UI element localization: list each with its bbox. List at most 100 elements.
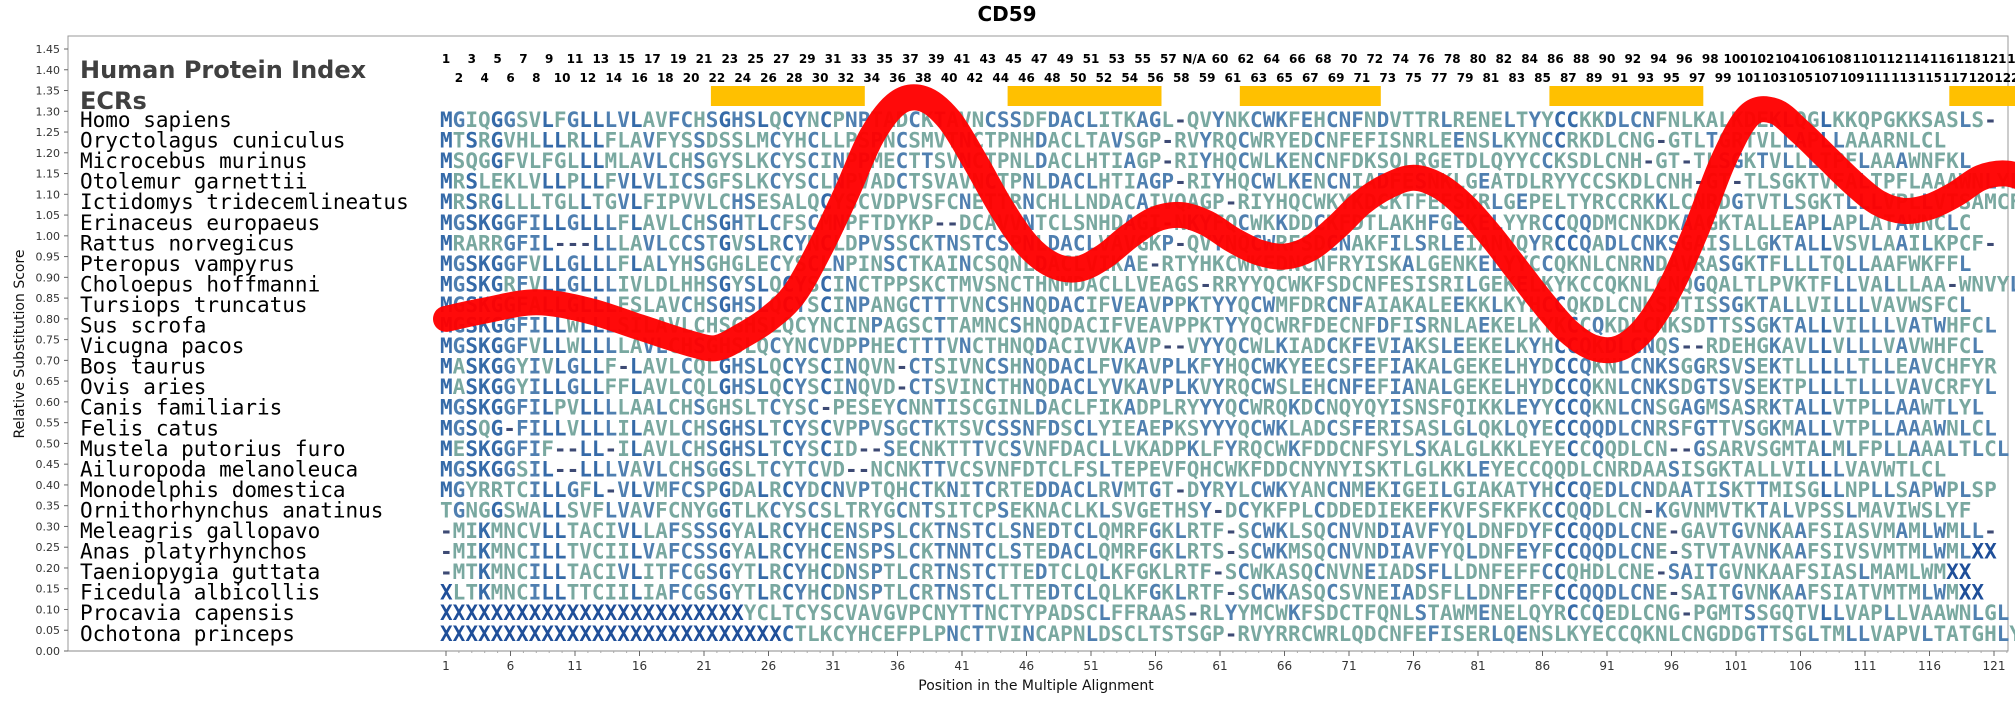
index-label-odd: 106 [1801,52,1826,66]
index-label-odd: 15 [618,52,635,66]
x-tick-label: 31 [825,659,840,673]
index-label-even: 12 [580,71,597,85]
index-label-odd: 43 [979,52,996,66]
ecr-bar [1949,86,2015,106]
index-label-odd: 25 [747,52,764,66]
sequence-row: TGNGGSWALLSVFLVAVFCNYGGTLKCYSCSLTRYGCNTS… [440,498,1971,522]
x-tick-label: 1 [442,659,450,673]
index-label-odd: 92 [1624,52,1641,66]
y-tick-label: 0.35 [36,500,61,513]
index-label-odd: 23 [721,52,738,66]
index-label-even: 122 [1994,71,2015,85]
index-label-odd: 27 [773,52,790,66]
index-label-even: 71 [1354,71,1371,85]
index-label-odd: 116 [1930,52,1955,66]
species-name: Microcebus murinus [80,149,308,173]
index-label-odd: 121 [1981,52,2006,66]
y-tick-label: 0.05 [36,624,61,637]
index-label-even: 65 [1276,71,1293,85]
x-tick-label: 16 [632,659,647,673]
y-tick-label: 1.25 [36,126,61,139]
index-label-odd: 94 [1650,52,1667,66]
ecr-bar [710,86,865,106]
index-label-odd: 96 [1676,52,1693,66]
x-tick-label: 121 [1983,659,2006,673]
index-label-even: 10 [554,71,571,85]
y-tick-label: 0.20 [36,562,61,575]
index-label-odd: 70 [1341,52,1358,66]
index-label-odd: 80 [1470,52,1487,66]
index-label-even: 73 [1379,71,1396,85]
index-label-odd: 74 [1392,52,1409,66]
index-label-even: 20 [683,71,700,85]
index-label-even: 87 [1560,71,1577,85]
index-label-odd: 3 [468,52,476,66]
index-label-odd: 33 [850,52,867,66]
index-label-odd: 1 [442,52,450,66]
x-tick-label: 81 [1470,659,1485,673]
y-tick-label: 1.15 [36,168,61,181]
y-tick-label: 0.30 [36,520,61,533]
x-tick-label: 71 [1341,659,1356,673]
x-tick-label: 61 [1212,659,1227,673]
species-name: Vicugna pacos [80,334,244,358]
sequence-row: -MIKMNCILLTVCIILVAFCSSGYALRCYHCENSPSLCKT… [440,540,1997,564]
position-index-row-2: 2 4 6 8 10 12 14 16 18 20 22 24 26 28 30 32 34 36 38 40 42 44… [455,71,2015,85]
sequence-row: -MIKMNCVLLTACIVLLAFSSSGYALRCYHCENSPSLCKT… [440,519,1997,543]
index-label-even: 120 [1969,71,1994,85]
y-tick-label: 1.00 [36,230,61,243]
index-label-even: 6 [506,71,514,85]
y-tick-label: 0.80 [36,313,61,326]
index-label-odd: 11 [567,52,584,66]
x-tick-label: 36 [890,659,905,673]
index-label-odd: 17 [644,52,661,66]
x-tick-label: 86 [1535,659,1550,673]
index-label-odd: N/A [1182,52,1206,66]
index-label-even: 40 [941,71,958,85]
index-label-odd: 123 [2007,52,2015,66]
sequence-row: MGYRRTCILLGFL-VLVMFCSPGDALRCYDCNVPTQHCTK… [440,478,1997,502]
index-label-odd: 108 [1827,52,1852,66]
species-name: Mustela putorius furo [80,437,346,461]
sequence-row: MGSKGGFILPVLLLLAALCHSGHSLTCYSC-PESEYCNNT… [440,396,1984,420]
x-axis-label: Position in the Multiple Alignment [918,678,1154,694]
y-tick-label: 0.60 [36,396,61,409]
ecr-bar [1007,86,1162,106]
index-label-even: 50 [1070,71,1087,85]
index-label-odd: 60 [1212,52,1229,66]
species-name: Ovis aries [80,375,206,399]
y-tick-label: 1.35 [36,85,61,98]
index-label-odd: 31 [825,52,842,66]
index-label-odd: 7 [519,52,527,66]
index-label-odd: 41 [954,52,971,66]
index-label-even: 61 [1225,71,1242,85]
index-label-even: 85 [1534,71,1551,85]
index-label-odd: 88 [1573,52,1590,66]
index-label-even: 97 [1689,71,1706,85]
index-label-even: 63 [1250,71,1267,85]
x-tick-label: 56 [1148,659,1163,673]
index-label-odd: 13 [592,52,609,66]
x-tick-label: 26 [761,659,776,673]
index-label-odd: 55 [1134,52,1151,66]
index-label-even: 2 [455,71,463,85]
sequence-row: MASKGGYIVLGLLF-LAVLCQLGHSLQCYSCINQVN-CTS… [440,355,1997,379]
plot-frame [67,35,2009,652]
species-name: Anas platyrhynchos [80,540,308,564]
index-label-even: 14 [605,71,622,85]
index-label-odd: 39 [928,52,945,66]
index-label-odd: 51 [1083,52,1100,66]
index-label-even: 30 [812,71,829,85]
species-name: Ornithorhynchus anatinus [80,498,383,522]
index-label-odd: 86 [1547,52,1564,66]
index-label-even: 75 [1405,71,1422,85]
index-label-even: 113 [1891,71,1916,85]
index-label-odd: 90 [1599,52,1616,66]
species-name: Ochotona princeps [80,622,295,646]
index-label-even: 77 [1431,71,1448,85]
position-index-row-1: 1 3 5 7 9 11 13 15 17 19 21 23 25 27 29 31 33 35 37 39 41 43 4… [442,52,2015,66]
x-tick-label: 11 [567,659,582,673]
